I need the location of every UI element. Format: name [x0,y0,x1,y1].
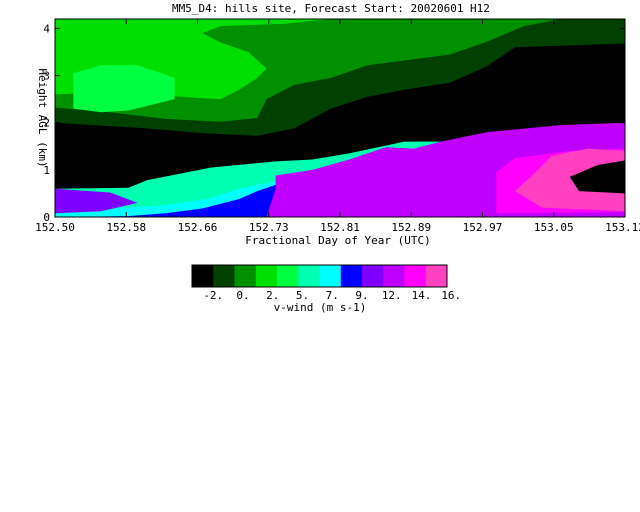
y-tick-label: 2 [43,117,50,130]
colorbar-swatch [362,265,384,287]
colorbar-tick-labels: -2. 0. 2. 5. 7. 9. 12. 14. 16. [203,289,461,302]
colorbar-swatch [404,265,427,287]
y-tick-label: 3 [43,70,50,83]
colorbar-tick-label: 9. [355,289,368,302]
colorbar-tick-label: 5. [296,289,309,302]
colorbar-swatch [340,265,363,287]
colorbar-swatch [192,265,214,287]
x-tick-label: 153.12 [605,221,640,234]
colorbar [191,264,448,288]
y-axis-label: Height AGL (km) [36,68,49,167]
y-tick-label: 1 [43,164,50,177]
colorbar-tick-label: -2. [203,289,223,302]
y-tick-label: 4 [43,22,50,35]
chart-title: MM5_D4: hills site, Forecast Start: 2002… [172,2,490,15]
y-tick-label: 0 [43,211,50,224]
colorbar-swatch [383,265,405,287]
contour-region-8 [55,188,138,214]
colorbar-swatch [319,265,342,287]
x-tick-label: 152.50 [35,221,75,234]
colorbar-swatch [298,265,320,287]
colorbar-tick-label: 2. [266,289,279,302]
colorbar-swatch [277,265,299,287]
x-tick-label: 153.05 [534,221,574,234]
x-tick-label: 152.58 [106,221,146,234]
x-tick-label: 152.81 [320,221,360,234]
colorbar-tick-label: 12. [382,289,402,302]
contour-region-11 [514,148,625,212]
y-axis-ticks: 0 1 2 3 4 [43,22,625,224]
x-axis-label: Fractional Day of Year (UTC) [245,234,430,247]
contour-region-4 [73,65,175,113]
colorbar-tick-label: 16. [441,289,461,302]
colorbar-swatch [425,265,448,287]
colorbar-swatch [234,265,257,287]
colorbar-label: v-wind (m s-1) [274,301,367,314]
colorbar-swatch [255,265,278,287]
x-tick-label: 152.66 [178,221,218,234]
x-axis-ticks: 152.50 152.58 152.66 152.73 152.81 152.89 152.… [35,19,640,234]
colorbar-tick-label: 7. [326,289,339,302]
colorbar-swatch [213,265,235,287]
x-tick-label: 152.73 [249,221,289,234]
colorbar-tick-label: 0. [236,289,249,302]
x-tick-label: 152.97 [463,221,503,234]
contour-regions [55,19,625,217]
colorbar-frame [191,264,448,288]
colorbar-tick-label: 14. [412,289,432,302]
x-tick-label: 152.89 [391,221,431,234]
contour-region-12 [569,160,625,194]
